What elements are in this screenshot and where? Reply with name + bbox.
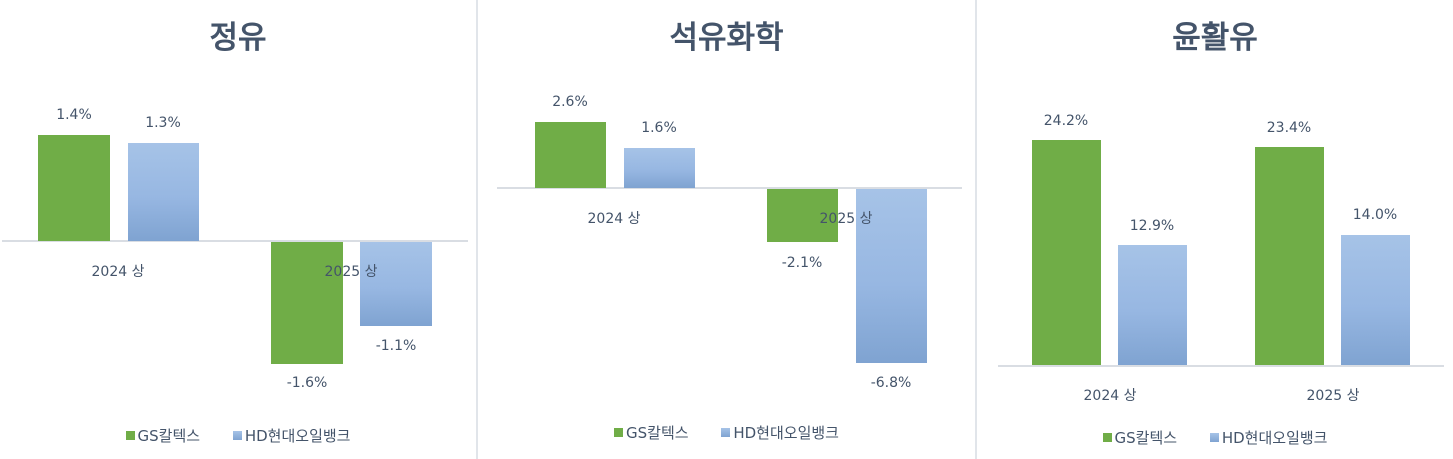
legend-swatch-blue-icon bbox=[1209, 433, 1219, 442]
value-label: -1.1% bbox=[375, 338, 417, 354]
value-label: 24.2% bbox=[1043, 113, 1089, 129]
category-label: 2024 상 bbox=[1083, 388, 1137, 404]
legend: GS칼텍스 HD현대오일뱅크 bbox=[0, 425, 476, 446]
legend-swatch-green-icon bbox=[614, 428, 624, 437]
bar-gs-2024 bbox=[535, 122, 606, 188]
bar-gs-2024 bbox=[1032, 140, 1101, 365]
legend-swatch-green-icon bbox=[1102, 433, 1112, 442]
bar-gs-2025 bbox=[767, 189, 838, 242]
bar-hd-2025 bbox=[1341, 235, 1410, 365]
bar-hd-2025 bbox=[360, 242, 432, 326]
bar-hd-2024 bbox=[624, 148, 695, 188]
legend: GS칼텍스 HD현대오일뱅크 bbox=[977, 427, 1453, 448]
category-label: 2024 상 bbox=[91, 264, 145, 280]
value-label: -1.6% bbox=[286, 375, 328, 391]
value-label: 2.6% bbox=[552, 94, 588, 110]
bar-hd-2025 bbox=[856, 189, 927, 363]
bar-hd-2024 bbox=[128, 143, 199, 241]
value-label: 23.4% bbox=[1266, 120, 1312, 136]
chart-title: 윤활유 bbox=[1172, 20, 1258, 56]
legend-item-hd: HD현대오일뱅크 bbox=[721, 422, 839, 443]
value-label: 12.9% bbox=[1129, 218, 1175, 234]
chart-lubricants: 윤활유 24.2% 12.9% 23.4% 14.0% 2024 상 2025 … bbox=[977, 0, 1453, 459]
value-label: 1.3% bbox=[145, 115, 181, 131]
chart-petrochemical: 석유화학 2.6% 1.6% -2.1% -6.8% 2024 상 2025 상… bbox=[478, 0, 975, 459]
value-label: -6.8% bbox=[870, 375, 912, 391]
legend-item-gs: GS칼텍스 bbox=[125, 425, 200, 446]
legend-item-hd: HD현대오일뱅크 bbox=[1209, 427, 1327, 448]
value-label: 14.0% bbox=[1352, 207, 1398, 223]
value-label: 1.4% bbox=[56, 107, 92, 123]
chart-title: 석유화학 bbox=[669, 20, 784, 56]
zero-axis bbox=[2, 240, 468, 242]
category-label: 2024 상 bbox=[587, 211, 641, 227]
legend-swatch-blue-icon bbox=[232, 431, 242, 440]
panel-divider bbox=[476, 0, 478, 459]
zero-axis bbox=[497, 187, 962, 189]
legend-item-hd: HD현대오일뱅크 bbox=[232, 425, 350, 446]
panel-divider bbox=[975, 0, 977, 459]
category-label: 2025 상 bbox=[819, 211, 873, 227]
legend: GS칼텍스 HD현대오일뱅크 bbox=[478, 422, 975, 443]
legend-item-gs: GS칼텍스 bbox=[1102, 427, 1177, 448]
chart-title: 정유 bbox=[209, 20, 267, 56]
legend-item-gs: GS칼텍스 bbox=[614, 422, 689, 443]
category-label: 2025 상 bbox=[1306, 388, 1360, 404]
legend-swatch-green-icon bbox=[125, 431, 135, 440]
bar-gs-2024 bbox=[38, 135, 110, 241]
zero-axis bbox=[998, 365, 1444, 367]
bar-hd-2024 bbox=[1118, 245, 1187, 365]
legend-swatch-blue-icon bbox=[721, 428, 731, 437]
bar-gs-2025 bbox=[271, 242, 343, 364]
value-label: -2.1% bbox=[781, 255, 823, 271]
bar-gs-2025 bbox=[1255, 147, 1324, 365]
value-label: 1.6% bbox=[641, 120, 677, 136]
chart-refining: 정유 1.4% 1.3% -1.6% -1.1% 2024 상 2025 상 G… bbox=[0, 0, 476, 459]
category-label: 2025 상 bbox=[324, 264, 378, 280]
